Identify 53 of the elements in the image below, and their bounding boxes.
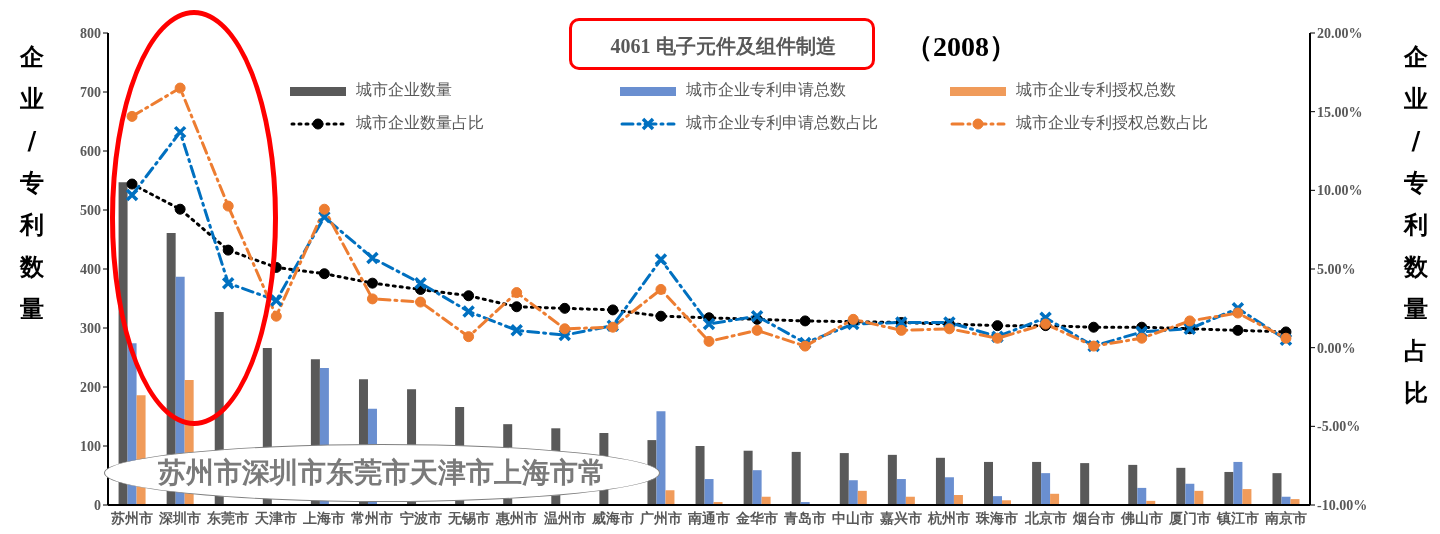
x-tick-label: 杭州市 (927, 509, 971, 526)
y2-tick-label: 20.00% (1317, 25, 1363, 41)
y-tick-label: 200 (80, 379, 101, 395)
x-tick-label: 广州市 (638, 509, 682, 526)
legend-label: 城市企业数量 (356, 80, 452, 100)
y-tick-label: 600 (80, 143, 101, 159)
chart-subtitle: （2008） (905, 30, 1017, 64)
y2-tick-label: -5.00% (1317, 419, 1361, 435)
x-tick-label: 天津市 (254, 509, 298, 526)
x-tick-label: 上海市 (302, 509, 346, 526)
x-tick-label: 北京市 (1023, 509, 1067, 526)
x-tick-label: 常州市 (351, 509, 394, 526)
y-axis-title: 企业/专利数量 (18, 42, 45, 325)
legend-label: 城市企业专利授权总数占比 (1016, 113, 1208, 133)
x-tick-label: 惠州市 (494, 509, 538, 526)
y2-tick-label: 0.00% (1317, 340, 1356, 356)
x-tick-label: 烟台市 (1071, 509, 1115, 526)
chart-title: 4061 电子元件及组件制造 (609, 34, 837, 59)
text: 企业/专利数量占比 (1404, 43, 1428, 407)
x-tick-label: 无锡市 (446, 509, 490, 526)
x-tick-label: 佛山市 (1119, 509, 1163, 526)
x-tick-label: 宁波市 (399, 509, 442, 526)
y2-tick-label: 5.00% (1317, 261, 1356, 277)
annotation: 苏州市深圳市东莞市天津市上海市常 (158, 455, 606, 491)
x-tick-label: 深圳市 (158, 509, 202, 526)
legend-label: 城市企业专利授权总数 (1016, 80, 1176, 100)
legend-label: 城市企业专利申请总数 (686, 80, 846, 100)
legend-label: 城市企业专利申请总数占比 (686, 113, 878, 133)
x-tick-label: 金华市 (735, 509, 779, 526)
y-tick-label: 100 (80, 438, 101, 454)
x-tick-label: 东莞市 (206, 509, 250, 526)
x-tick-label: 中山市 (832, 509, 875, 526)
x-tick-label: 苏州市 (110, 509, 154, 526)
x-tick-label: 厦门市 (1167, 509, 1211, 526)
y-tick-label: 800 (80, 25, 101, 41)
x-tick-label: 珠海市 (975, 509, 1019, 526)
y2-tick-label: 10.00% (1317, 183, 1363, 199)
magnifier-ellipse: 苏州市深圳市东莞市天津市上海市常 (104, 444, 660, 502)
x-tick-label: 嘉兴市 (880, 509, 923, 526)
y-tick-label: 0 (94, 497, 101, 513)
y2-tick-label: -10.00% (1317, 497, 1368, 513)
y-tick-label: 400 (80, 261, 101, 277)
x-tick-label: 南通市 (687, 509, 730, 526)
x-tick-label: 温州市 (542, 509, 586, 526)
y-tick-label: 500 (80, 202, 101, 218)
x-tick-label: 威海市 (590, 509, 634, 526)
y2-tick-label: 15.00% (1317, 104, 1363, 120)
y-tick-label: 700 (80, 84, 101, 100)
legend-label: 城市企业数量占比 (356, 113, 484, 133)
x-tick-label: 青岛市 (783, 509, 827, 526)
x-tick-label: 南京市 (1263, 509, 1307, 526)
y-tick-label: 300 (80, 320, 101, 336)
x-tick-label: 镇江市 (1215, 509, 1259, 526)
